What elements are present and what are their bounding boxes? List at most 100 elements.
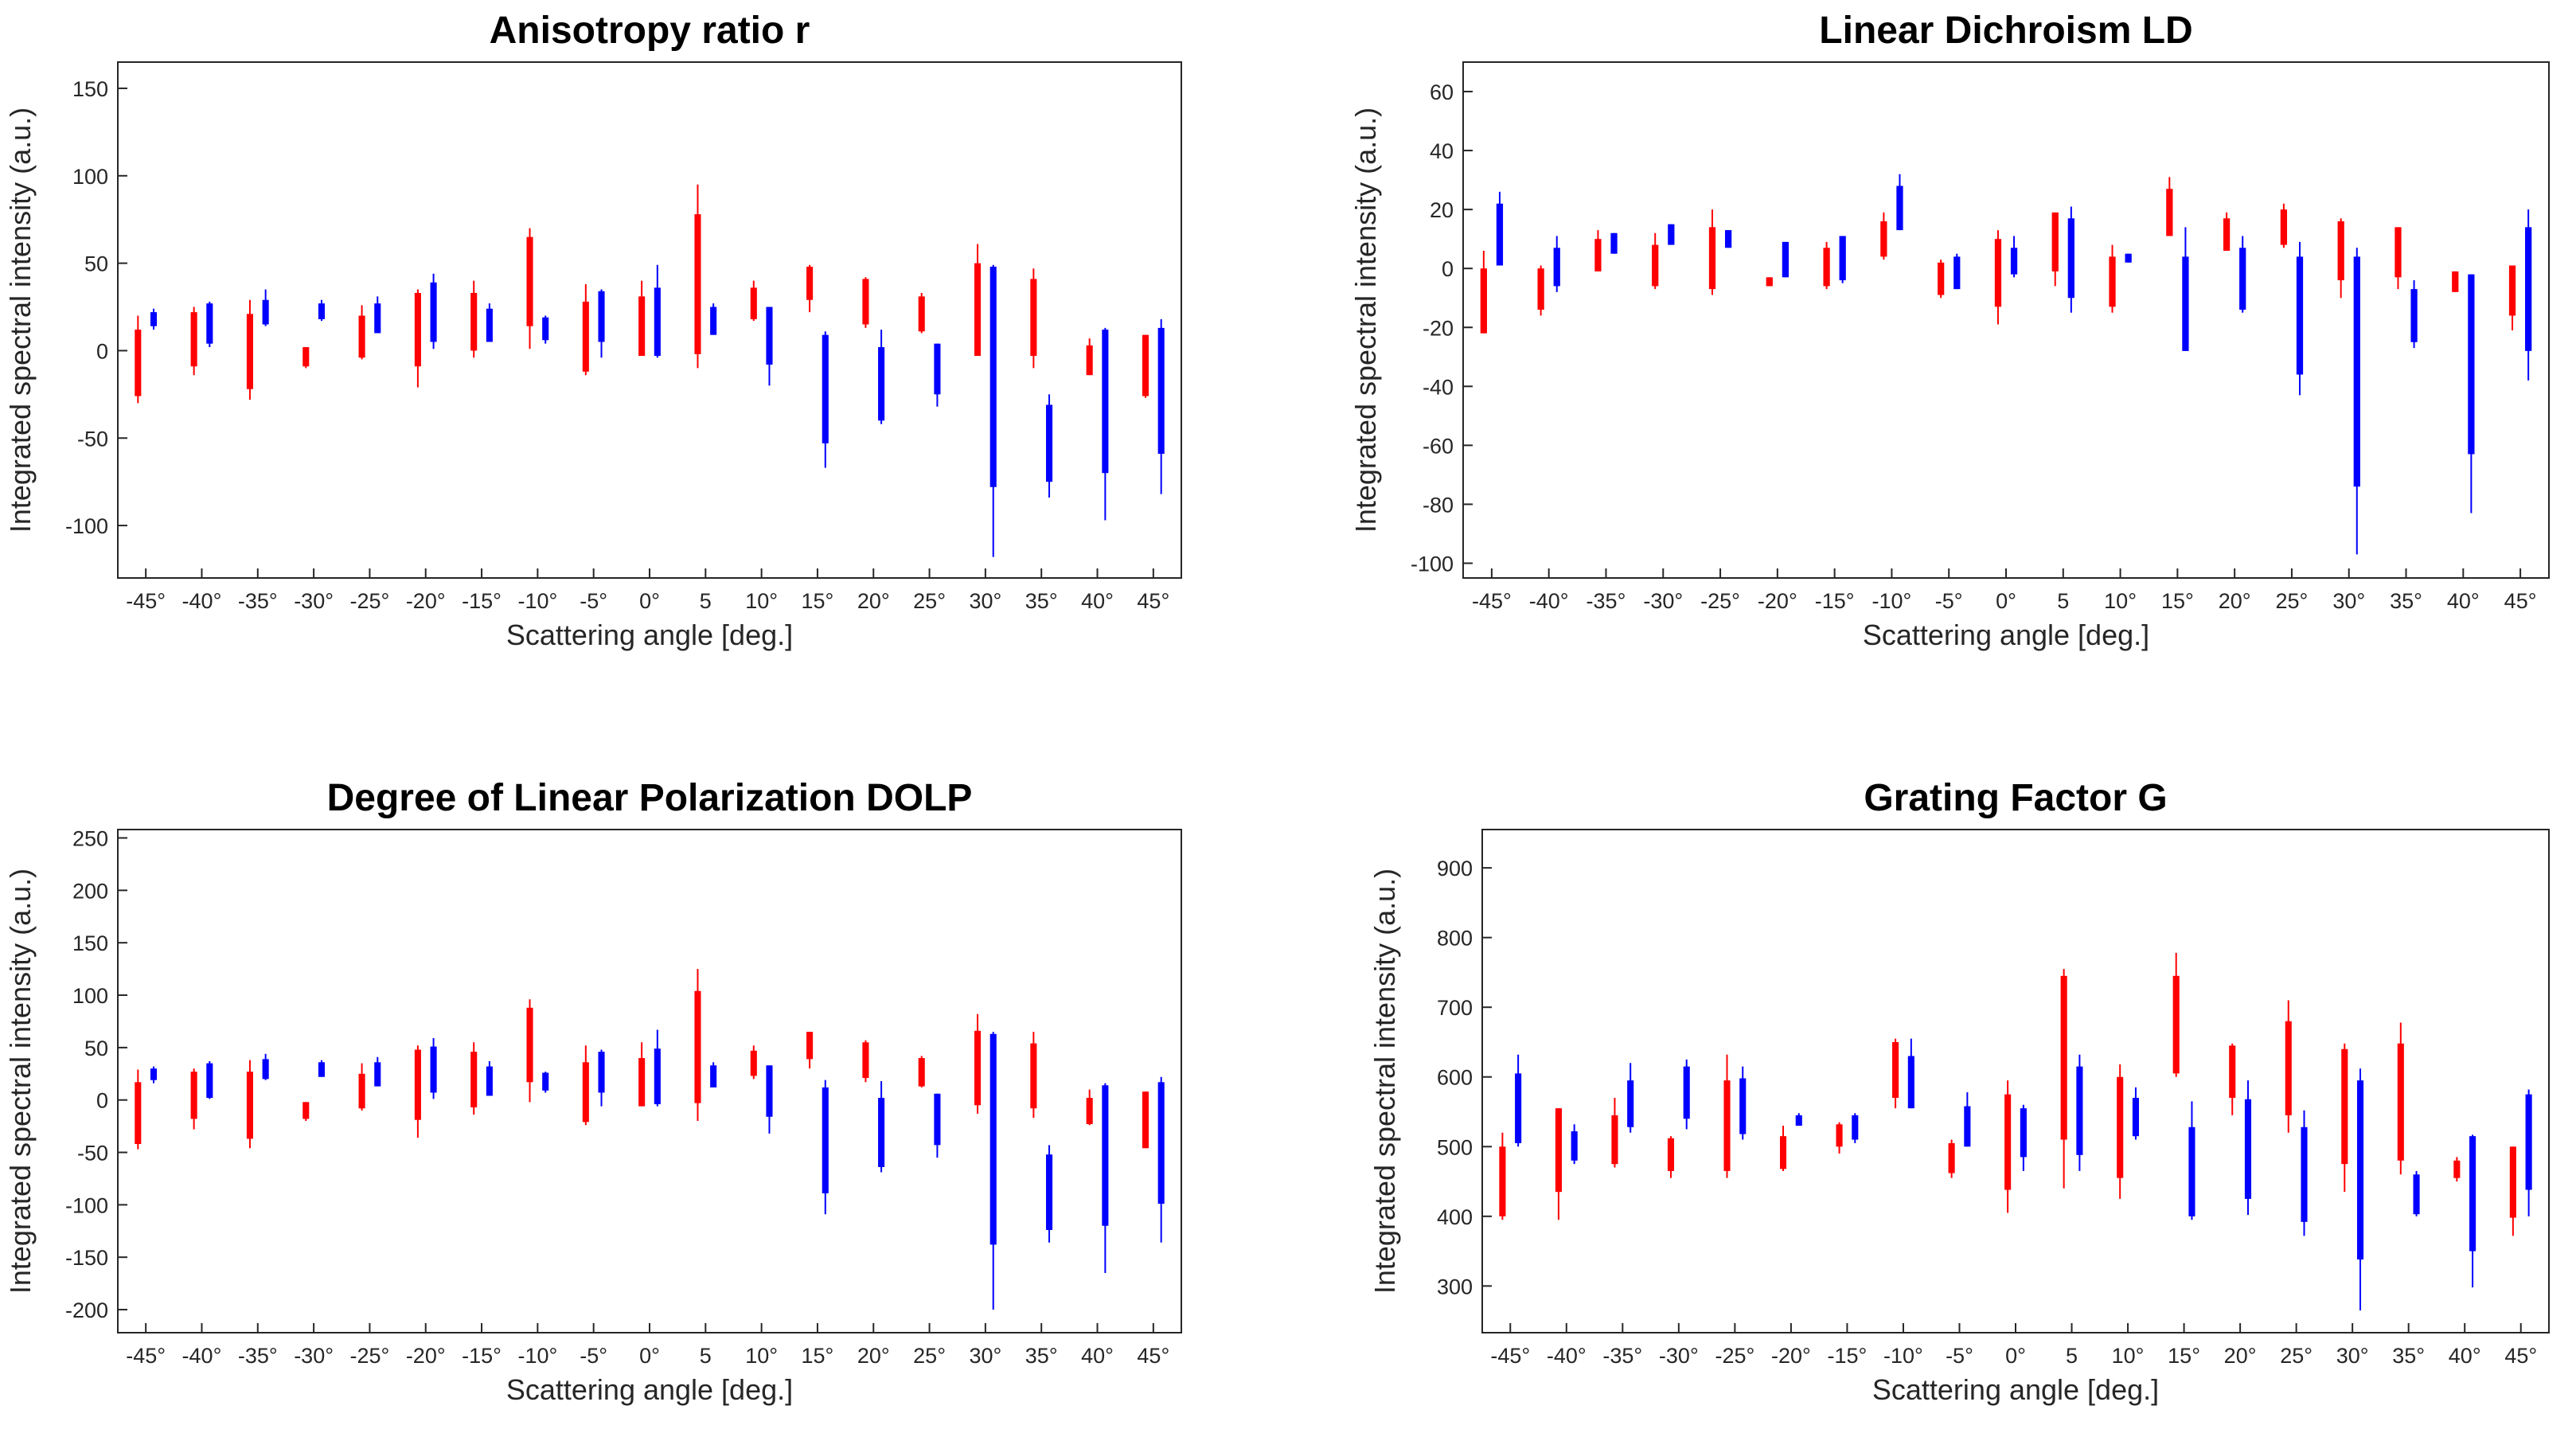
red-candle-body — [2508, 265, 2516, 316]
y-tick-label: 100 — [72, 165, 108, 189]
red-candle-body — [806, 267, 814, 300]
red-candle-body — [135, 330, 142, 396]
red-candle-body — [1086, 1098, 1093, 1124]
blue-candle-body — [2413, 1174, 2420, 1215]
blue-candle-body — [1610, 232, 1618, 254]
x-tick-label: 15° — [802, 1344, 834, 1368]
red-candle-body — [638, 1058, 646, 1107]
plot-area — [117, 61, 1182, 579]
y-tick-label: -50 — [77, 427, 108, 451]
y-tick-label: -50 — [77, 1142, 108, 1166]
red-candle-body — [1880, 221, 1887, 257]
x-tick-label: -30° — [294, 1344, 334, 1368]
blue-candle-body — [1571, 1131, 1578, 1161]
red-candle-body — [1823, 248, 1830, 287]
blue-candle-body — [2353, 256, 2360, 487]
red-candle-body — [1667, 1138, 1675, 1171]
x-tick-label: 30° — [2332, 589, 2365, 613]
red-candle-body — [1938, 262, 1945, 295]
blue-candle-body — [1157, 327, 1165, 455]
blue-candle-body — [1102, 1085, 1109, 1226]
red-candle-body — [750, 287, 757, 319]
red-candle-body — [135, 1082, 142, 1144]
red-candle-body — [974, 263, 982, 357]
red-candle-body — [1480, 268, 1487, 334]
blue-candle-body — [2301, 1126, 2308, 1222]
blue-candle-body — [2020, 1108, 2027, 1158]
blue-candle-body — [2525, 1094, 2532, 1190]
x-tick-label: -25° — [350, 589, 390, 613]
red-candle-body — [2117, 1076, 2124, 1178]
x-tick-label: -25° — [350, 1344, 390, 1368]
blue-candle-body — [2410, 289, 2418, 342]
x-tick-label: -30° — [1643, 589, 1683, 613]
red-candle-body — [1030, 1043, 1037, 1109]
red-candle-body — [2395, 227, 2402, 278]
red-candle-body — [2223, 218, 2231, 251]
red-candle-body — [1836, 1124, 1843, 1147]
blue-candle-body — [822, 334, 829, 443]
x-tick-label: 5 — [2057, 589, 2069, 613]
red-candle-body — [414, 292, 421, 367]
x-tick-label: -35° — [238, 589, 278, 613]
x-tick-label: -15° — [1815, 589, 1855, 613]
x-tick-label: 15° — [802, 589, 834, 613]
y-tick-label: 0 — [96, 339, 108, 363]
plot-area — [1462, 61, 2550, 579]
red-candle-body — [358, 315, 365, 358]
blue-candle-body — [1907, 1056, 1914, 1109]
y-tick-label: 800 — [1437, 927, 1473, 951]
x-tick-label: 45° — [2504, 1344, 2537, 1368]
x-tick-label: 30° — [969, 1344, 1001, 1368]
red-candle-body — [582, 1062, 589, 1123]
red-candle-body — [2004, 1094, 2012, 1190]
x-tick-label: -5° — [580, 1344, 607, 1368]
blue-candle-body — [598, 291, 605, 342]
x-tick-label: 45° — [1137, 1344, 1169, 1368]
x-tick-label: 40° — [2449, 1344, 2481, 1368]
y-tick-label: -200 — [65, 1298, 108, 1322]
x-tick-label: -40° — [182, 589, 222, 613]
y-tick-label: 50 — [84, 252, 108, 276]
red-candle-body — [918, 296, 925, 332]
plot-area — [117, 829, 1182, 1333]
blue-candle-body — [1782, 241, 1790, 278]
chart-grating-factor: Grating Factor G 300 400 500 600 700 800 900 -45… — [1368, 777, 2550, 1406]
red-candle-body — [1723, 1080, 1731, 1171]
y-tick-label: 150 — [72, 931, 108, 955]
y-tick-label: 150 — [72, 77, 108, 101]
x-tick-label: 25° — [913, 1344, 946, 1368]
x-tick-label: -40° — [1547, 1344, 1587, 1368]
red-candle-body — [1948, 1142, 1955, 1173]
blue-candle-body — [318, 303, 325, 319]
y-axis-label: Integrated spectral intensity (a.u.) — [1349, 107, 1382, 533]
x-tick-label: 30° — [969, 589, 1001, 613]
blue-candle-body — [262, 1059, 269, 1080]
blue-candle-body — [989, 1033, 997, 1245]
x-tick-label: -20° — [406, 589, 446, 613]
blue-candle-body — [542, 1072, 549, 1091]
blue-candle-body — [710, 1065, 717, 1087]
red-candle-body — [918, 1058, 925, 1087]
red-candle-body — [2285, 1021, 2292, 1115]
x-tick-label: -20° — [1771, 1344, 1811, 1368]
red-candle-body — [246, 1072, 253, 1139]
red-candle-body — [1594, 239, 1602, 271]
blue-candle-body — [2125, 253, 2132, 263]
red-candle-body — [302, 1102, 310, 1119]
red-candle-body — [1708, 227, 1716, 290]
red-candle-body — [694, 214, 701, 354]
x-tick-label: -10° — [517, 589, 557, 613]
x-tick-label: -5° — [580, 589, 607, 613]
red-candle-body — [526, 236, 533, 326]
red-candle-body — [974, 1030, 982, 1106]
x-tick-label: 35° — [1025, 589, 1058, 613]
x-tick-label: -15° — [462, 1344, 502, 1368]
blue-candle-body — [654, 287, 661, 357]
red-candle-body — [2341, 1048, 2348, 1165]
blue-candle-body — [2010, 248, 2018, 275]
x-tick-label: 10° — [2112, 1344, 2145, 1368]
y-tick-label: -100 — [65, 514, 108, 538]
x-tick-label: 40° — [1081, 1344, 1114, 1368]
x-tick-label: -40° — [182, 1344, 222, 1368]
